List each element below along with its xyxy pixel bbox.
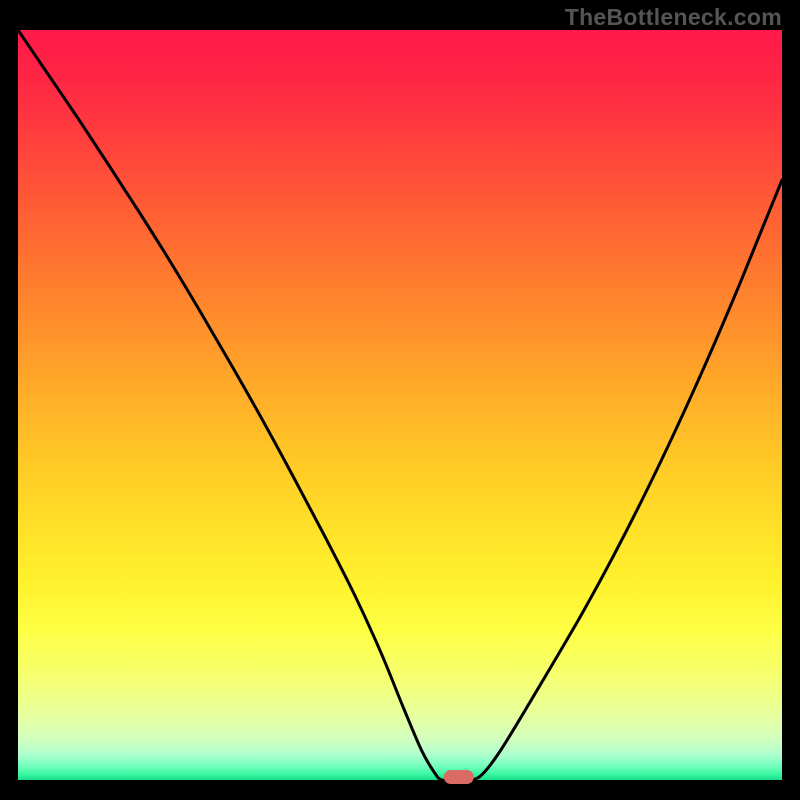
plot-background — [18, 30, 782, 780]
watermark-text: TheBottleneck.com — [565, 4, 782, 31]
bottleneck-curve-chart — [0, 0, 800, 800]
chart-container: TheBottleneck.com — [0, 0, 800, 800]
optimal-point-marker — [444, 770, 474, 784]
